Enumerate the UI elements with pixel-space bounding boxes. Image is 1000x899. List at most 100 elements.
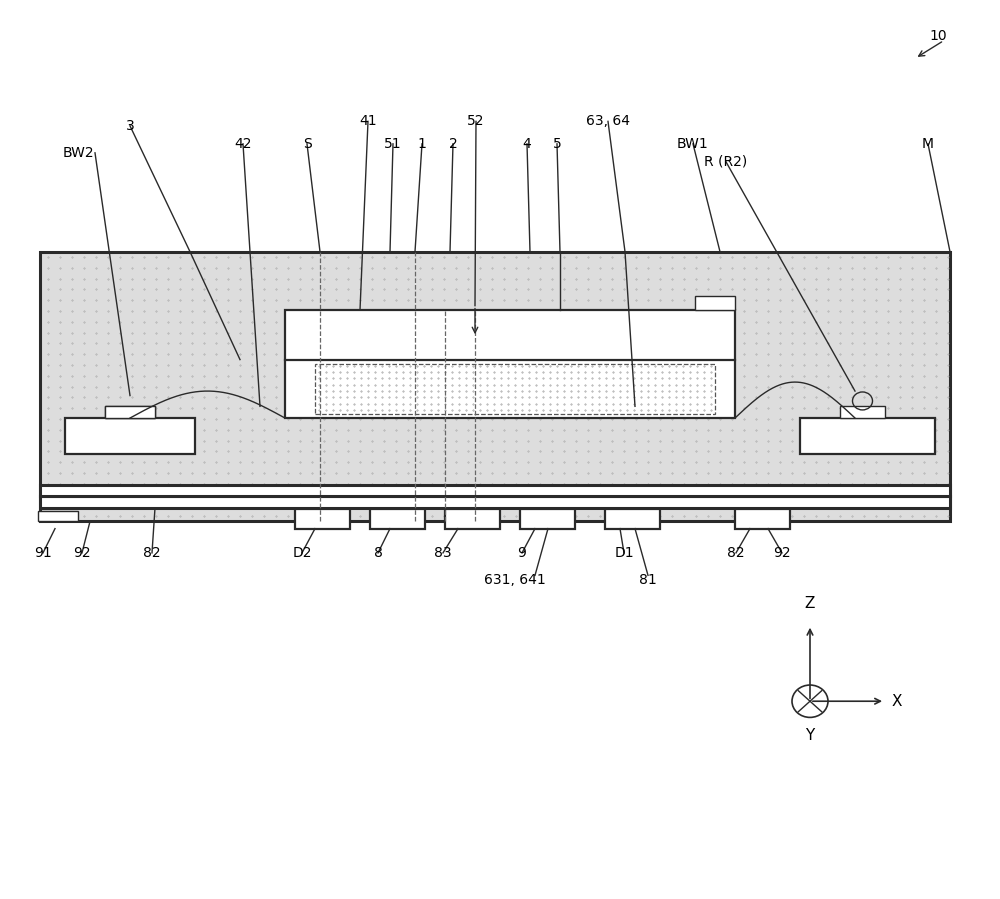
Point xyxy=(880,412,896,426)
Point xyxy=(64,347,80,361)
Point xyxy=(535,396,551,411)
Point xyxy=(496,282,512,297)
Point xyxy=(172,466,188,480)
Point xyxy=(664,261,680,275)
Point xyxy=(808,315,824,329)
Point xyxy=(676,487,692,502)
Point xyxy=(892,347,908,361)
Point xyxy=(736,304,752,318)
Point xyxy=(381,378,397,392)
Point xyxy=(796,379,812,394)
Point xyxy=(784,358,800,372)
Point xyxy=(448,433,464,448)
Point xyxy=(100,250,116,264)
Point xyxy=(486,403,502,417)
Point xyxy=(736,412,752,426)
Point xyxy=(364,282,380,297)
Point xyxy=(332,384,348,398)
Point xyxy=(664,498,680,512)
Point xyxy=(388,390,404,405)
Point xyxy=(184,412,200,426)
Point xyxy=(689,371,705,386)
Point xyxy=(647,396,663,411)
Point xyxy=(535,390,551,405)
Point xyxy=(616,498,632,512)
Point xyxy=(598,359,614,373)
Point xyxy=(640,282,656,297)
Point xyxy=(220,369,236,383)
Point xyxy=(196,455,212,469)
Point xyxy=(465,359,481,373)
Point xyxy=(232,369,248,383)
Point xyxy=(820,390,836,405)
Point xyxy=(76,401,92,415)
Point xyxy=(688,336,704,351)
Point xyxy=(880,358,896,372)
Point xyxy=(760,250,776,264)
Point xyxy=(604,466,620,480)
Point xyxy=(868,325,884,340)
Point xyxy=(772,412,788,426)
Point xyxy=(148,261,164,275)
Point xyxy=(507,378,523,392)
Point xyxy=(514,396,530,411)
Point xyxy=(268,423,284,437)
Point xyxy=(40,433,56,448)
Point xyxy=(892,358,908,372)
Point xyxy=(664,455,680,469)
Point xyxy=(400,325,416,340)
Point xyxy=(640,379,656,394)
Point xyxy=(465,371,481,386)
Point xyxy=(458,378,474,392)
Point xyxy=(568,261,584,275)
Point xyxy=(184,304,200,318)
Point xyxy=(563,378,579,392)
Point xyxy=(76,271,92,286)
Point xyxy=(556,315,572,329)
Point xyxy=(880,347,896,361)
Point xyxy=(479,378,495,392)
Point xyxy=(395,384,411,398)
Point xyxy=(640,444,656,458)
Point xyxy=(682,371,698,386)
Point xyxy=(448,347,464,361)
Point xyxy=(633,359,649,373)
Point xyxy=(184,261,200,275)
Point xyxy=(760,466,776,480)
Point xyxy=(532,379,548,394)
Point xyxy=(332,390,348,405)
Point xyxy=(376,369,392,383)
Point xyxy=(486,378,502,392)
Point xyxy=(220,455,236,469)
Point xyxy=(928,444,944,458)
Point xyxy=(160,304,176,318)
Point xyxy=(570,403,586,417)
Point xyxy=(772,423,788,437)
Point xyxy=(460,412,476,426)
Point xyxy=(292,390,308,405)
Point xyxy=(868,433,884,448)
Point xyxy=(508,423,524,437)
Point xyxy=(520,401,536,415)
Point xyxy=(880,423,896,437)
Point xyxy=(736,379,752,394)
Point xyxy=(520,390,536,405)
Point xyxy=(820,347,836,361)
Point xyxy=(424,466,440,480)
Point xyxy=(844,325,860,340)
Point xyxy=(820,487,836,502)
Point xyxy=(340,261,356,275)
Point xyxy=(916,401,932,415)
Point xyxy=(568,304,584,318)
Point xyxy=(367,396,383,411)
Point xyxy=(544,336,560,351)
Point xyxy=(856,271,872,286)
Point xyxy=(514,403,530,417)
Point xyxy=(436,444,452,458)
Point xyxy=(616,401,632,415)
Point xyxy=(460,347,476,361)
Point xyxy=(832,401,848,415)
Point xyxy=(353,390,369,405)
Point xyxy=(628,293,644,307)
Point xyxy=(604,476,620,491)
